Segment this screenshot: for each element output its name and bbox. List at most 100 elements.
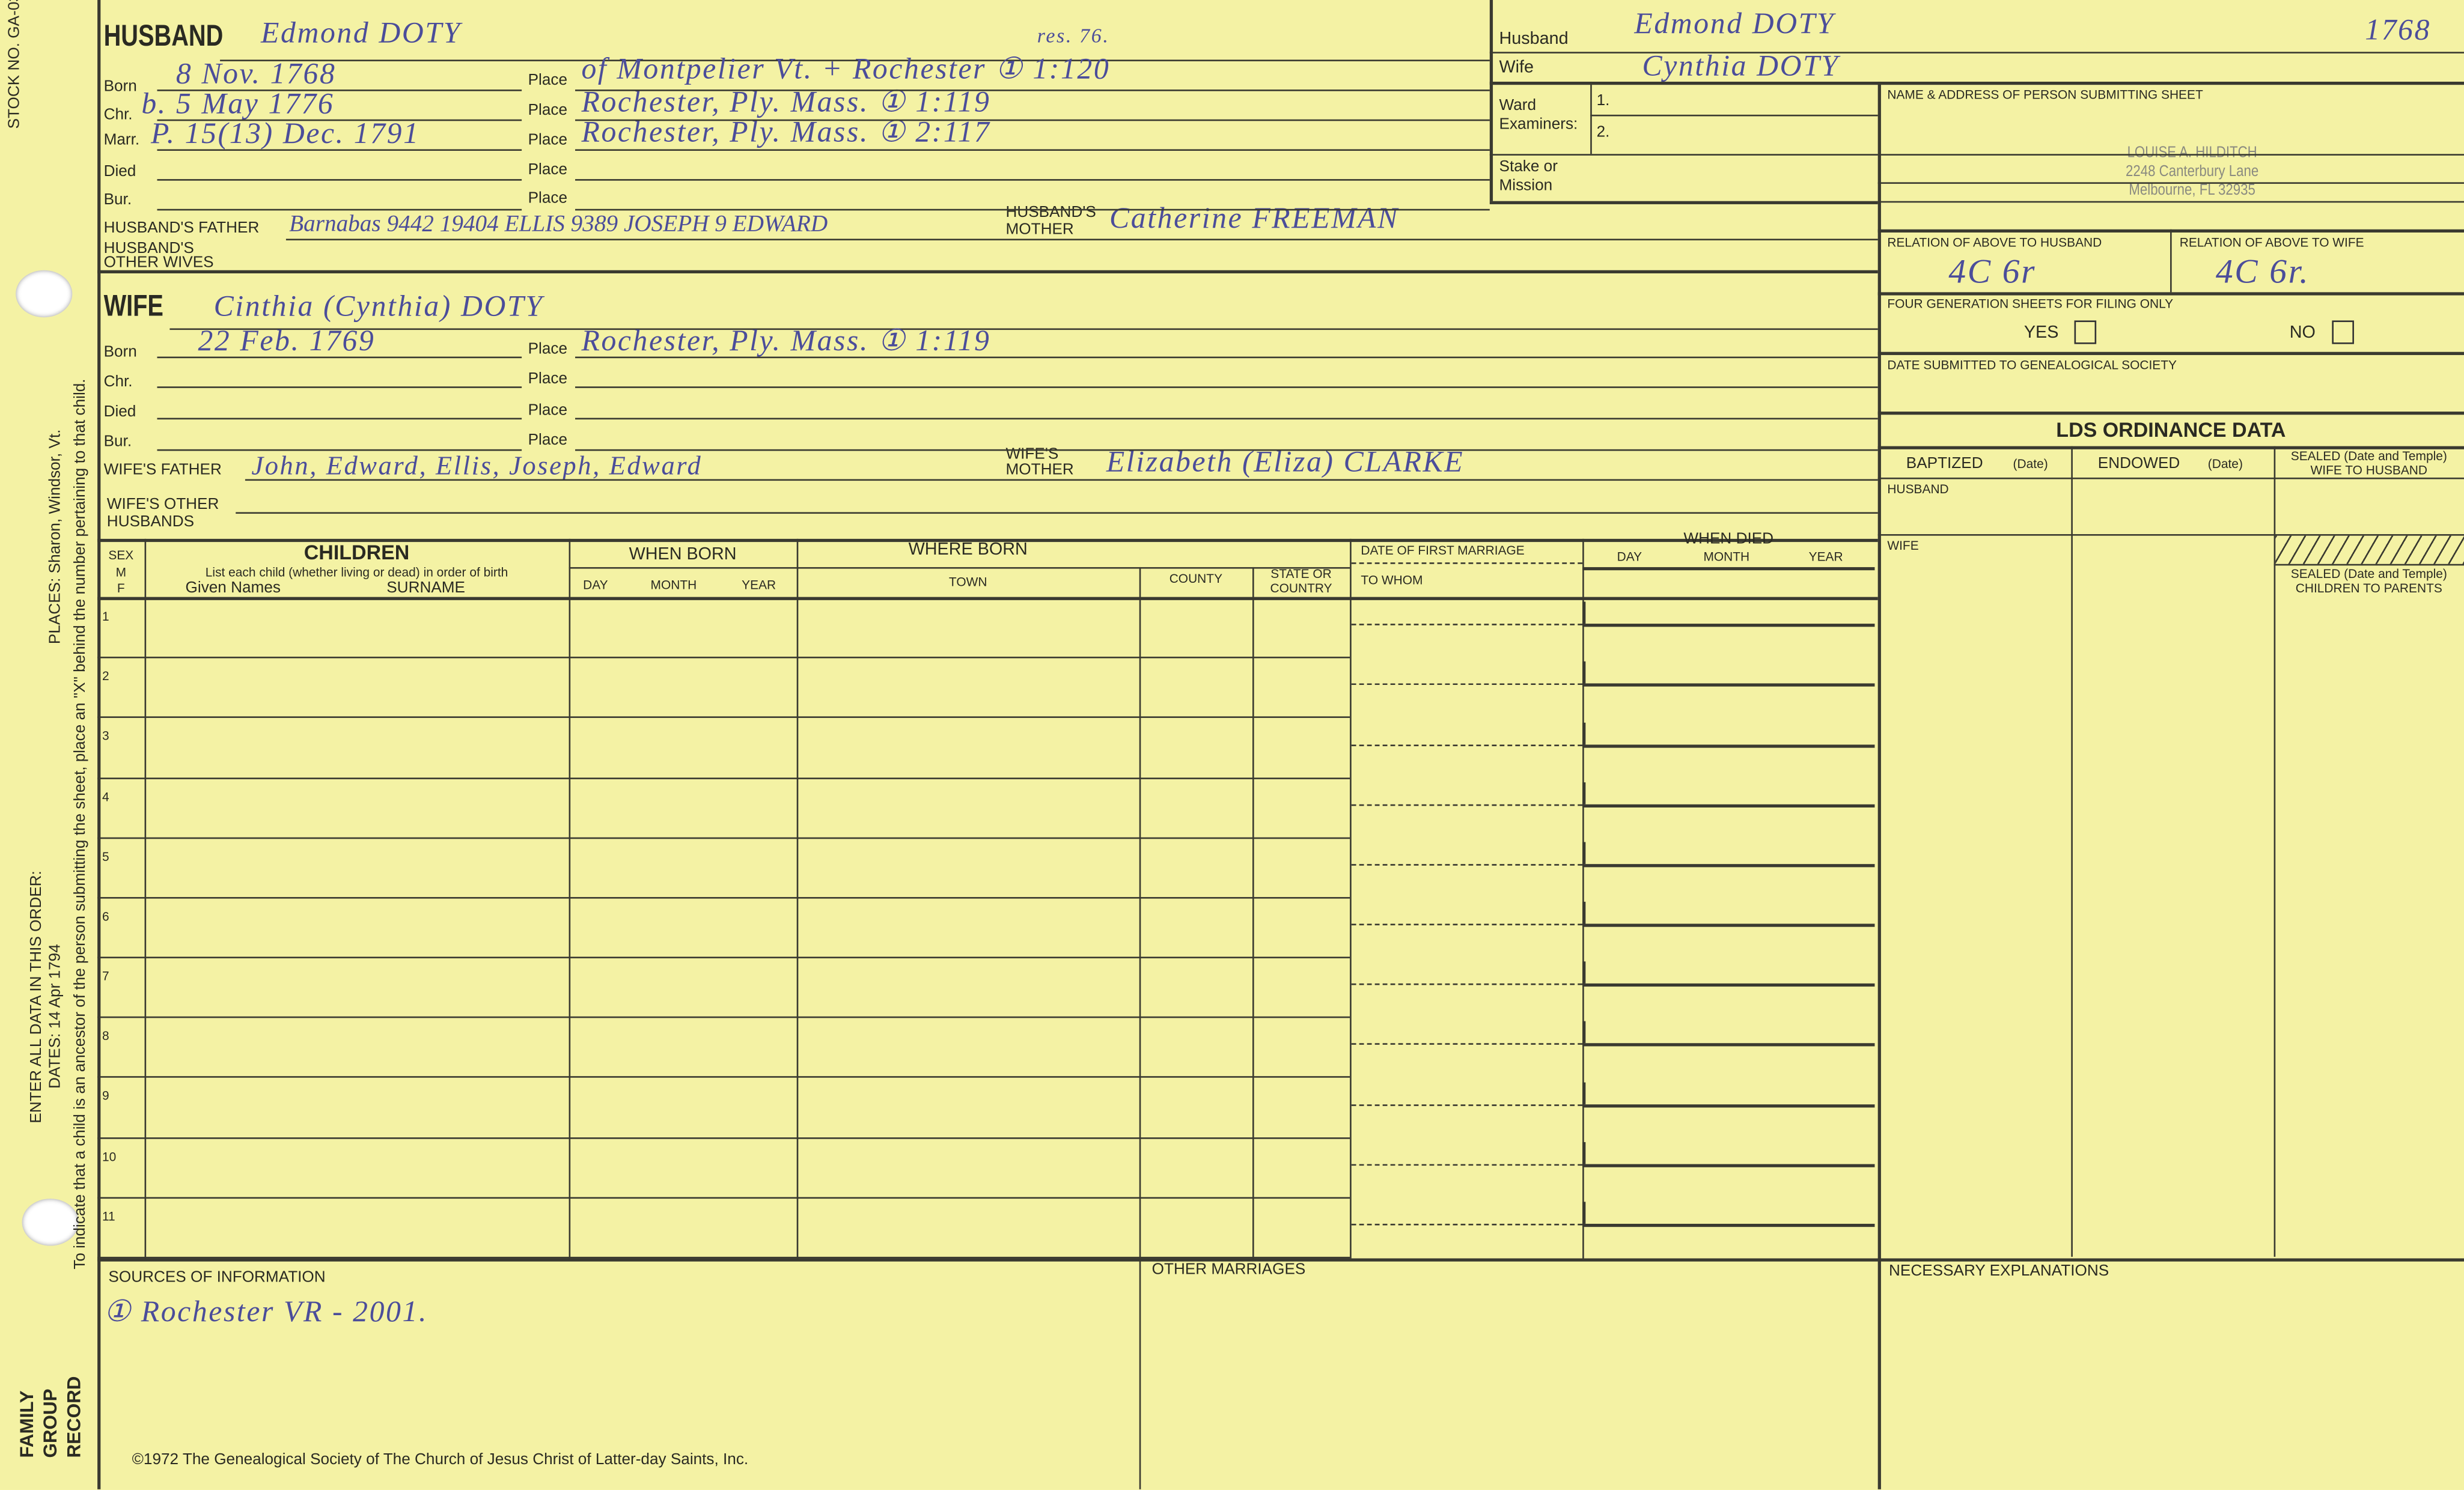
form-rule	[575, 386, 1878, 388]
husband-marr-date[interactable]: P. 15(13) Dec. 1791	[151, 118, 420, 151]
day-header: DAY	[583, 578, 608, 592]
husband-father[interactable]: Barnabas 9442 19404 ELLIS 9389 JOSEPH 9 …	[289, 211, 828, 237]
died-tick	[1582, 661, 1586, 684]
marriage-dash	[1351, 984, 1583, 986]
form-rule	[1582, 567, 1875, 571]
form-rule	[157, 119, 522, 121]
punch-hole	[16, 270, 73, 318]
lds-title: LDS ORDINANCE DATA	[2056, 418, 2286, 442]
other-wives-label: OTHER WIVES	[103, 254, 214, 272]
died-tick	[1582, 961, 1586, 984]
wife-born-date[interactable]: 22 Feb. 1769	[198, 325, 376, 359]
sex-header: SEX	[108, 548, 134, 563]
index-wife-label: Wife	[1499, 58, 1534, 78]
place-label: Place	[528, 162, 567, 180]
children-instruction: List each child (whether living or dead)…	[205, 565, 508, 580]
marriage-dash	[1351, 1223, 1583, 1226]
record-title-2: GROUP	[39, 1388, 61, 1458]
row-rule	[97, 836, 1350, 839]
surname-header: SURNAME	[386, 579, 466, 597]
county-header: COUNTY	[1169, 571, 1223, 586]
to-whom-header: TO WHOM	[1361, 573, 1423, 588]
form-rule	[1351, 562, 1583, 564]
sex-m: M	[115, 565, 127, 580]
child-row[interactable]: 2	[97, 657, 1875, 719]
record-title-1: FAMILY	[16, 1390, 38, 1458]
wife-mother-label: MOTHER	[1005, 461, 1074, 479]
form-rule	[285, 239, 1878, 241]
form-rule	[157, 208, 522, 211]
husband-born-date[interactable]: 8 Nov. 1768	[175, 58, 337, 91]
chr-label: Chr.	[103, 374, 133, 392]
place-label: Place	[528, 371, 567, 388]
husband-name[interactable]: Edmond DOTY	[261, 17, 462, 50]
other-marriages-label: OTHER MARRIAGES	[1151, 1261, 1306, 1279]
sex-f: F	[117, 581, 125, 596]
child-row[interactable]: 4	[97, 777, 1875, 839]
child-row[interactable]: 11	[97, 1197, 1875, 1259]
explanations-label: NECESSARY EXPLANATIONS	[1888, 1263, 2109, 1281]
form-rule	[1582, 538, 1584, 1259]
child-row[interactable]: 1	[97, 597, 1875, 659]
bur-label: Bur.	[103, 433, 132, 451]
children-title: CHILDREN	[303, 540, 410, 564]
ward-examiner-1[interactable]: 1.	[1596, 93, 1610, 111]
marriage-dash	[1351, 684, 1583, 686]
husband-mother-label: HUSBAND'S	[1005, 204, 1096, 222]
died-label: Died	[103, 163, 136, 181]
sealed-children-header: SEALED (Date and Temple)	[2290, 567, 2447, 582]
copyright: ©1972 The Genealogical Society of The Ch…	[132, 1452, 749, 1469]
place-label: Place	[528, 72, 567, 90]
index-wife[interactable]: Cynthia DOTY	[1642, 50, 1840, 84]
place-label: Place	[528, 341, 567, 359]
bur-label: Bur.	[103, 192, 132, 209]
form-rule	[569, 538, 571, 1259]
dates-example: DATES: 14 Apr 1794	[47, 944, 65, 1089]
relation-wife[interactable]: 4C 6r.	[2215, 251, 2310, 291]
child-row[interactable]: 8	[97, 1017, 1875, 1078]
child-row[interactable]: 6	[97, 897, 1875, 959]
wife-born-place[interactable]: Rochester, Ply. Mass. ① 1:119	[581, 325, 991, 359]
sources-text[interactable]: ① Rochester VR - 2001.	[103, 1296, 428, 1330]
child-row[interactable]: 10	[97, 1137, 1875, 1199]
form-rule	[575, 119, 1490, 121]
child-row[interactable]: 7	[97, 957, 1875, 1019]
chr-label: Chr.	[103, 106, 133, 124]
when-born-header: WHEN BORN	[629, 545, 737, 564]
died-tick	[1582, 902, 1586, 924]
husband-chr-place[interactable]: Rochester, Ply. Mass. ① 1:119	[581, 86, 991, 120]
month-header: MONTH	[650, 578, 697, 592]
husband-born-place[interactable]: of Montpelier Vt. + Rochester ① 1:120	[581, 53, 1111, 87]
yes-checkbox[interactable]	[2074, 320, 2097, 344]
relation-husband[interactable]: 4C 6r	[1948, 251, 2037, 291]
ward-label: Examiners:	[1499, 116, 1578, 134]
died-tick	[1582, 722, 1586, 744]
index-year[interactable]: 1768	[2365, 14, 2432, 47]
ward-examiner-2[interactable]: 2.	[1596, 124, 1610, 142]
sealed-wife-header: WIFE TO HUSBAND	[2310, 463, 2428, 478]
child-row-number: 2	[102, 669, 109, 684]
wife-father[interactable]: John, Edward, Ellis, Joseph, Edward	[251, 451, 703, 481]
submitter-label: NAME & ADDRESS OF PERSON SUBMITTING SHEE…	[1887, 88, 2203, 102]
form-rule	[157, 90, 522, 91]
form-rule	[575, 149, 1490, 151]
husband-chr-date[interactable]: b. 5 May 1776	[141, 88, 335, 121]
child-row-number: 4	[102, 789, 109, 804]
wife-name[interactable]: Cinthia (Cynthia) DOTY	[213, 290, 544, 324]
child-row[interactable]: 3	[97, 717, 1875, 779]
child-row[interactable]: 5	[97, 837, 1875, 899]
child-row[interactable]: 9	[97, 1077, 1875, 1139]
marriage-dash	[1351, 744, 1583, 746]
husband-marr-place[interactable]: Rochester, Ply. Mass. ① 2:117	[581, 116, 991, 150]
wife-mother[interactable]: Elizabeth (Eliza) CLARKE	[1106, 446, 1465, 479]
child-row-number: 1	[102, 609, 109, 624]
form-rule	[245, 479, 1878, 481]
child-row-number: 10	[102, 1149, 117, 1164]
row-rule	[97, 717, 1350, 719]
died-tick	[1582, 782, 1586, 804]
form-rule	[569, 567, 1350, 569]
index-husband[interactable]: Edmond DOTY	[1634, 8, 1835, 41]
no-checkbox[interactable]	[2332, 320, 2354, 344]
died-rule	[1582, 1104, 1875, 1107]
child-row-number: 6	[102, 909, 109, 924]
